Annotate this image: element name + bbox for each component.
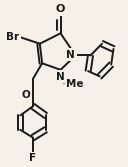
Text: F: F <box>29 153 36 163</box>
Text: N: N <box>66 50 75 60</box>
Text: O: O <box>56 4 65 14</box>
Text: O: O <box>22 90 31 100</box>
Text: N: N <box>56 72 65 82</box>
Text: Br: Br <box>6 32 19 42</box>
Text: Me: Me <box>66 78 84 89</box>
